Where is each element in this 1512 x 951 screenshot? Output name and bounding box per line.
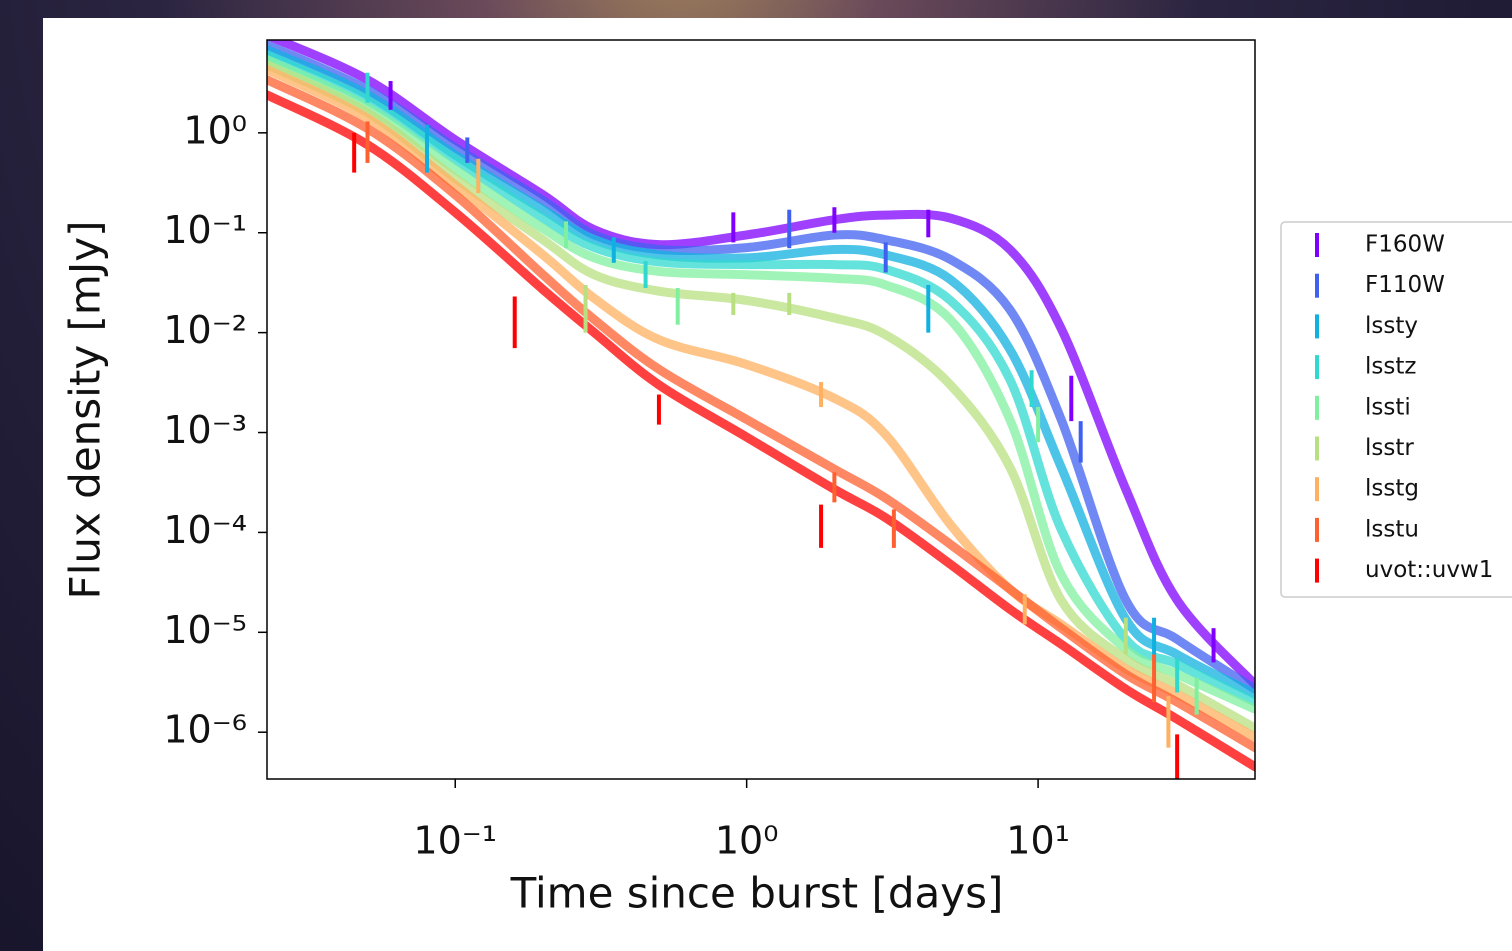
y-tick-label: 10⁻³: [163, 408, 247, 452]
model-curve: [267, 75, 1255, 753]
x-axis-label: Time since burst [days]: [510, 869, 1004, 918]
model-curve: [267, 50, 1255, 707]
legend-label: lsstg: [1365, 476, 1419, 502]
legend-label: lssty: [1365, 313, 1418, 339]
y-tick-label: 10⁻⁵: [163, 608, 247, 652]
y-tick-label: 10⁰: [183, 108, 247, 152]
plot-area: [267, 40, 1255, 779]
legend-label: F110W: [1365, 272, 1445, 298]
legend-label: uvot::uvw1: [1365, 557, 1493, 583]
x-tick-label: 10¹: [1006, 819, 1070, 863]
y-tick-label: 10⁻⁴: [163, 508, 247, 552]
legend-label: lsstr: [1365, 435, 1414, 461]
legend-label: F160W: [1365, 232, 1445, 258]
panel: [43, 18, 1512, 951]
model-curve: [267, 55, 1255, 714]
model-curve: [267, 90, 1255, 772]
model-curve: [267, 60, 1255, 733]
y-axis-label: Flux density [mJy]: [61, 221, 110, 600]
plot-frame: [266, 39, 1256, 780]
x-tick-label: 10⁻¹: [413, 819, 497, 863]
y-tick-label: 10⁻²: [163, 308, 247, 352]
x-tick-label: 10⁰: [715, 819, 779, 863]
legend-label: lsstu: [1365, 516, 1419, 542]
y-tick-label: 10⁻⁶: [163, 708, 247, 752]
legend-box: [1280, 221, 1512, 598]
legend-label: lssti: [1365, 394, 1411, 420]
legend-label: lsstz: [1365, 354, 1416, 380]
y-tick-label: 10⁻¹: [163, 208, 247, 252]
